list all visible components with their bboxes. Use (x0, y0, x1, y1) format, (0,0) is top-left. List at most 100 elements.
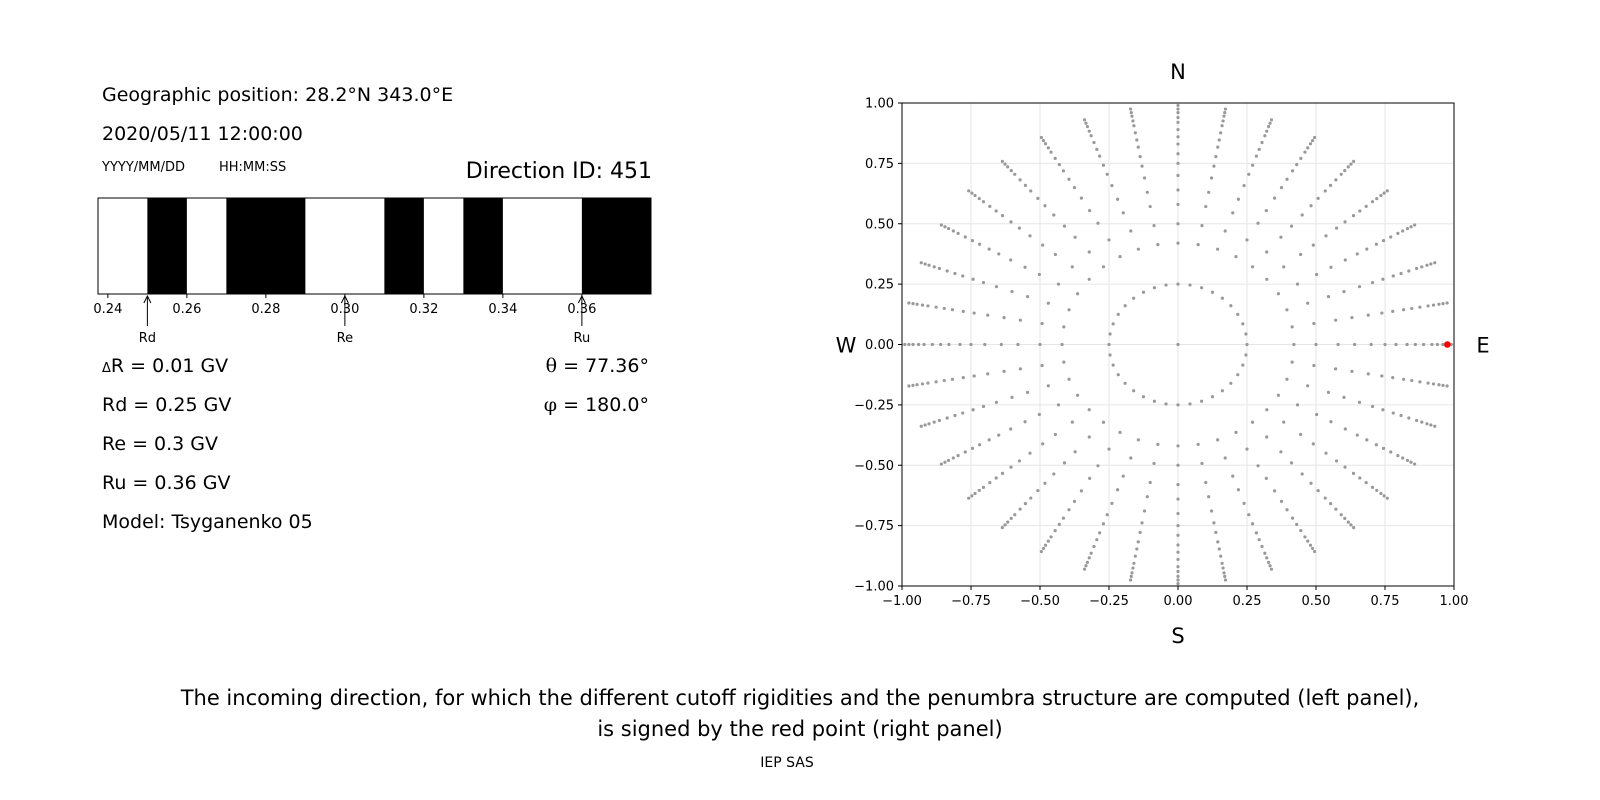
direction-point (1375, 488, 1379, 493)
direction-point (1358, 209, 1362, 213)
direction-point (1188, 402, 1192, 406)
direction-point (1176, 120, 1180, 124)
direction-point (1382, 494, 1386, 498)
direction-point (1401, 229, 1405, 233)
direction-point (920, 303, 925, 307)
direction-point (1343, 465, 1347, 469)
direction-point (1222, 114, 1226, 118)
direction-point (1265, 250, 1269, 254)
direction-point (956, 231, 960, 236)
direction-point (1247, 513, 1251, 517)
direction-point (1217, 138, 1221, 142)
direction-point (1079, 196, 1083, 200)
direction-point (1295, 282, 1300, 286)
direction-point (1039, 549, 1043, 554)
delta-r-value: ΔR = 0.01 GV (102, 355, 228, 377)
direction-point (1343, 169, 1347, 173)
direction-point (961, 376, 965, 380)
direction-point (994, 285, 999, 289)
compass-west: W (836, 334, 857, 358)
direction-point (1389, 450, 1393, 454)
direction-point (1349, 162, 1353, 166)
direction-point (1176, 173, 1180, 178)
direction-point (1148, 480, 1152, 485)
direction-point (1041, 138, 1046, 143)
direction-point (981, 404, 986, 409)
direction-point (1343, 516, 1347, 520)
direction-point (1018, 507, 1022, 511)
direction-point (967, 189, 971, 193)
direction-point (1379, 491, 1383, 496)
direction-point (1145, 495, 1149, 499)
direction-point (1070, 420, 1074, 424)
direction-point (994, 400, 999, 404)
direction-point (1009, 220, 1013, 224)
direction-point (943, 460, 947, 464)
direction-point (1101, 522, 1106, 526)
direction-point (1268, 121, 1272, 125)
marker-arrowhead (340, 294, 349, 304)
direction-point (1391, 411, 1395, 415)
direction-point (946, 226, 951, 231)
theta-text: = 77.36° (557, 355, 649, 377)
re-value: Re = 0.3 GV (102, 433, 219, 455)
direction-point (930, 342, 934, 347)
model-name: Model: Tsyganenko 05 (102, 511, 313, 533)
direction-point (1343, 258, 1347, 262)
direction-point (970, 239, 975, 243)
direction-point (1326, 390, 1331, 395)
direction-point (1399, 271, 1403, 276)
direction-point (1445, 384, 1449, 388)
direction-point (1234, 255, 1238, 259)
direction-point (1209, 176, 1214, 180)
direction-point (1435, 342, 1440, 347)
direction-point (978, 242, 982, 246)
direction-point (1223, 229, 1227, 233)
direction-point (1129, 111, 1133, 115)
direction-point (1445, 301, 1449, 305)
direction-point (1087, 556, 1091, 560)
direction-point (1308, 543, 1313, 547)
direction-point (1176, 511, 1180, 516)
x-tick-label: −0.25 (1089, 594, 1129, 609)
direction-point (1133, 131, 1137, 135)
direction-point (1018, 367, 1022, 371)
direction-point (1407, 269, 1411, 273)
direction-point (1152, 399, 1157, 403)
direction-point (1110, 184, 1114, 188)
direction-point (963, 450, 967, 454)
delta-symbol: Δ (102, 361, 111, 376)
direction-point (1299, 529, 1303, 533)
direction-point (1028, 451, 1032, 455)
direction-point (1076, 393, 1080, 397)
direction-point (1342, 395, 1346, 399)
penumbra-markers: Rd Re Ru (139, 294, 590, 346)
direction-point (1336, 342, 1340, 347)
direction-point (1115, 488, 1120, 492)
direction-point (1220, 561, 1224, 565)
direction-point (1339, 513, 1343, 517)
direction-point (1016, 342, 1020, 347)
direction-point (1073, 450, 1077, 454)
direction-point (1141, 290, 1146, 294)
direction-point (1244, 353, 1248, 357)
caption-line-2: is signed by the red point (right panel) (597, 717, 1003, 741)
direction-point (1200, 223, 1204, 228)
direction-point (1369, 342, 1373, 347)
direction-point (1292, 342, 1296, 347)
direction-point (1176, 135, 1180, 139)
direction-point (1358, 476, 1362, 480)
direction-point (1076, 292, 1080, 296)
direction-point (1329, 265, 1333, 269)
direction-point (1108, 353, 1112, 357)
direction-point (1413, 342, 1417, 347)
direction-point (1267, 560, 1271, 564)
direction-point (950, 308, 955, 312)
direction-point (1067, 177, 1071, 181)
direction-point (1295, 522, 1299, 526)
rd-value: Rd = 0.25 GV (102, 394, 232, 416)
direction-point (1365, 247, 1369, 251)
geo-position: Geographic position: 28.2°N 343.0°E (102, 84, 454, 106)
direction-point (1116, 312, 1120, 316)
direction-point (1409, 225, 1413, 229)
